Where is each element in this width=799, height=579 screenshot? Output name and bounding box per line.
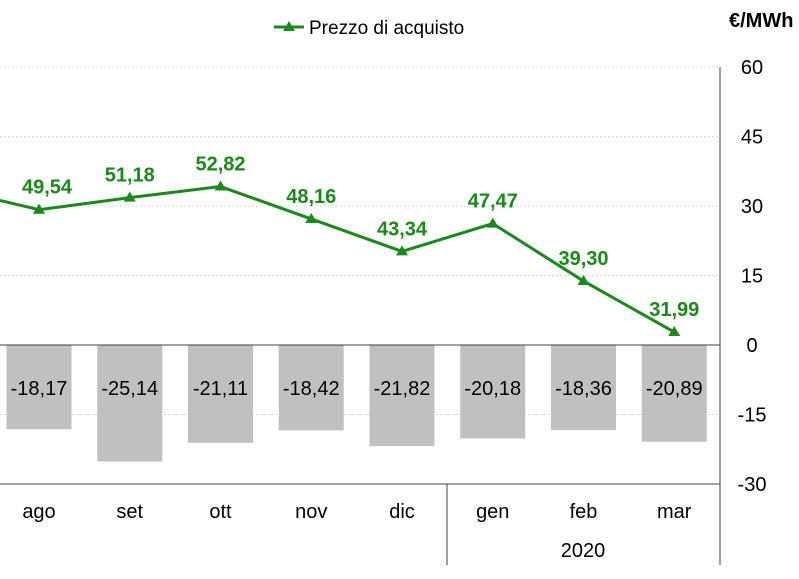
line-point-marker: [305, 212, 318, 223]
x-tick-label: dic: [389, 501, 415, 523]
bar: [188, 345, 253, 443]
line-point-marker: [668, 326, 681, 337]
legend: Prezzo di acquisto: [274, 18, 464, 39]
bar-value-label: -18,36: [555, 378, 612, 400]
bar: [641, 345, 707, 442]
line-point-marker: [33, 203, 45, 214]
series-line: [38, 185, 675, 334]
line-value-label: 52,82: [195, 154, 245, 176]
year-label: 2020: [561, 540, 606, 562]
bar: [551, 345, 616, 431]
legend-triangle-marker: [283, 21, 295, 31]
x-tick-label: set: [116, 501, 143, 523]
bar: [460, 345, 526, 439]
line-point-marker: [486, 217, 499, 228]
y-tick-label: 0: [746, 335, 757, 357]
line-value-label: 47,47: [468, 191, 518, 213]
bar: [369, 345, 435, 447]
data-labels: -18,17 -25,14 -21,11 -18,42 -21,82 -20,18 -18,…: [11, 154, 703, 400]
line-value-label: 43,34: [377, 218, 428, 240]
x-tick-label: gen: [476, 501, 509, 523]
line-point-marker: [123, 191, 136, 202]
x-tick-label: feb: [570, 501, 598, 523]
bar: [278, 345, 344, 431]
y-tick-label: 45: [741, 127, 763, 149]
bar: [6, 345, 72, 430]
y-tick-label: -15: [738, 405, 767, 427]
x-tick-label: ago: [22, 501, 55, 523]
bar-value-label: -18,17: [11, 378, 68, 400]
y-tick-label: 15: [741, 266, 763, 288]
bar-value-label: -18,42: [283, 378, 340, 400]
line-value-label: 31,99: [649, 299, 699, 321]
y-tick-label: 30: [741, 196, 763, 218]
line-value-label: 51,18: [105, 165, 155, 187]
line-series: [0, 180, 681, 337]
line-value-label: 49,54: [22, 177, 73, 199]
bar-series: [6, 345, 707, 462]
line-point-marker: [577, 275, 590, 286]
bar: [97, 345, 163, 462]
legend-entry: Prezzo di acquisto: [309, 18, 464, 39]
axes: 60 45 30 15 0 -15 -30 ago set ott nov dic gen feb mar: [0, 57, 766, 565]
bar-value-label: -21,82: [374, 378, 431, 400]
line-value-label: 48,16: [286, 186, 336, 208]
x-tick-label: mar: [657, 501, 692, 523]
bar-value-label: -20,18: [464, 378, 521, 400]
x-tick-label: nov: [295, 501, 327, 523]
bar-value-label: -21,11: [193, 378, 248, 400]
bar-value-label: -25,14: [101, 378, 158, 400]
line-point-marker: [396, 245, 408, 256]
y-axis-unit-label: €/MWh: [729, 10, 793, 32]
x-tick-label: ott: [209, 501, 232, 523]
line-point-marker: [214, 180, 227, 191]
line-segment-lead: [0, 198, 40, 212]
bar-value-label: -20,89: [646, 378, 703, 400]
line-value-label: 39,30: [558, 248, 608, 270]
y-tick-label: -30: [738, 474, 767, 496]
y-tick-label: 60: [741, 57, 763, 79]
